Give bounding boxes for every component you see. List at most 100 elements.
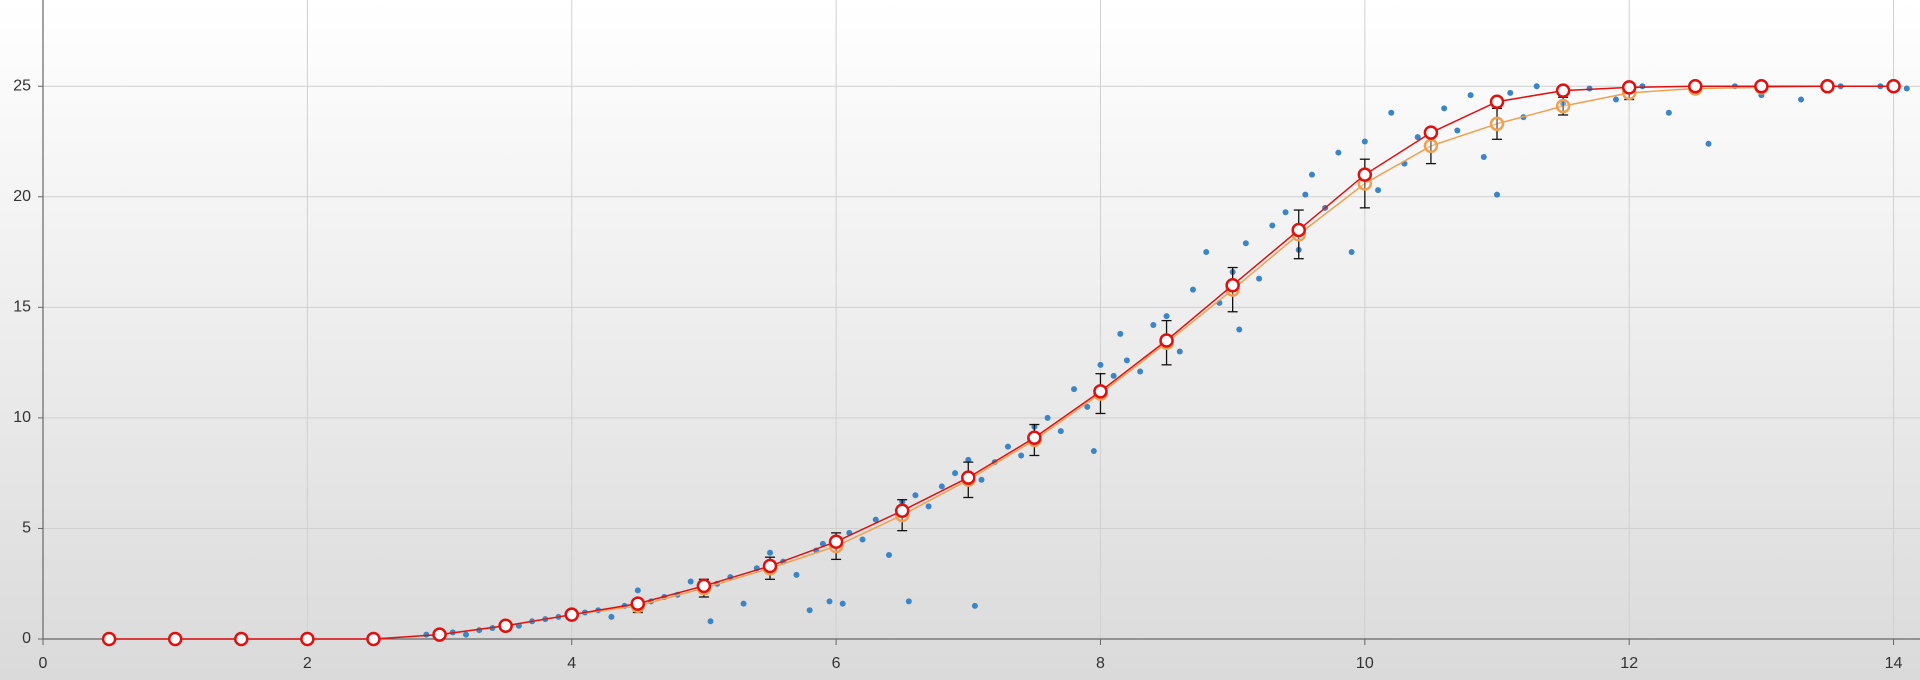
scatter-point <box>1150 322 1157 329</box>
scatter-point <box>978 476 985 483</box>
y-tick-label: 25 <box>13 77 31 94</box>
scatter-point <box>1163 313 1170 320</box>
scatter-point <box>1189 286 1196 293</box>
series-line <box>109 85 1894 640</box>
series-marker <box>1423 138 1439 154</box>
x-tick-label: 6 <box>832 655 841 672</box>
scatter-point <box>1903 85 1910 92</box>
scatter-point <box>1018 452 1025 459</box>
series-marker <box>101 631 117 647</box>
scatter-point <box>1090 448 1097 455</box>
series-marker <box>1820 78 1835 94</box>
scatter-point <box>1375 187 1382 194</box>
scatter-point <box>872 516 879 523</box>
scatter-point <box>1388 109 1395 116</box>
x-tick-label: 4 <box>567 655 576 672</box>
scatter-point <box>1308 171 1315 178</box>
scatter-point <box>885 551 892 558</box>
scatter-point <box>1071 386 1078 393</box>
scatter-point <box>1348 249 1355 256</box>
scatter-point <box>1004 443 1011 450</box>
scatter-point <box>767 549 774 556</box>
scatter-point <box>1057 428 1064 435</box>
scatter-point <box>839 600 846 607</box>
scatter-point <box>1507 89 1514 96</box>
scatter-point <box>952 470 959 477</box>
series-marker <box>300 631 315 647</box>
scatter-point <box>1361 138 1368 145</box>
scatter-point <box>1117 330 1124 337</box>
scatter-point <box>1467 92 1474 99</box>
scatter-point <box>925 503 932 510</box>
series-marker <box>167 631 183 647</box>
x-tick-label: 12 <box>1620 655 1638 672</box>
scatter-point <box>1441 105 1448 112</box>
scatter-point <box>938 483 945 490</box>
series-marker <box>1027 430 1042 446</box>
series-marker <box>1159 333 1174 348</box>
series-marker <box>1093 384 1108 399</box>
series-marker <box>1489 94 1505 109</box>
scatter-point <box>1302 191 1309 198</box>
y-tick-label: 5 <box>22 520 31 537</box>
scatter-point <box>1110 372 1117 379</box>
series-marker <box>762 558 778 574</box>
scatter-point <box>1494 191 1501 198</box>
scatter-point <box>1639 83 1646 90</box>
scatter-point <box>1097 361 1104 368</box>
scatter-point <box>826 598 833 605</box>
series-marker <box>828 534 844 549</box>
scatter-point <box>740 600 747 607</box>
scatter-point <box>806 607 813 614</box>
scatter-point <box>462 631 469 638</box>
scatter-point <box>1480 153 1487 160</box>
series-marker <box>564 607 579 622</box>
series-marker <box>1291 222 1306 238</box>
scatter-point <box>905 598 912 605</box>
series-marker <box>1555 83 1571 98</box>
scatter-point <box>859 536 866 543</box>
scatter-point <box>1044 414 1051 421</box>
scatter-point <box>707 618 714 625</box>
scatter-point <box>965 456 972 463</box>
y-tick-label: 0 <box>22 630 31 647</box>
series-marker <box>1357 167 1373 182</box>
scatter-point <box>1123 357 1130 364</box>
series-marker <box>1886 78 1901 94</box>
series-marker <box>1754 78 1769 94</box>
series-marker <box>1225 277 1240 293</box>
scatter-point <box>1335 149 1342 156</box>
series-marker <box>1688 78 1703 94</box>
scatter-point <box>1282 209 1289 216</box>
scatter-point <box>1798 96 1805 103</box>
scatter-point <box>634 587 641 594</box>
x-tick-label: 14 <box>1885 655 1903 672</box>
scatter-point <box>1705 140 1712 147</box>
series-marker <box>234 631 249 647</box>
scatter-point <box>608 613 615 620</box>
scatter-point <box>1236 326 1243 333</box>
y-tick-label: 10 <box>13 409 31 426</box>
scatter-point <box>1586 85 1593 92</box>
series-marker <box>696 578 712 594</box>
scatter-point <box>1084 403 1091 410</box>
x-tick-label: 10 <box>1356 655 1374 672</box>
series-marker <box>630 596 646 611</box>
series-marker <box>1621 80 1637 95</box>
y-tick-label: 20 <box>13 188 31 205</box>
series-marker <box>1555 98 1571 114</box>
scatter-point <box>1176 348 1183 355</box>
scatter-point <box>1612 96 1619 103</box>
y-tick-label: 15 <box>13 299 31 316</box>
scatter-point <box>1269 222 1276 229</box>
scatter-point <box>1242 240 1249 247</box>
x-tick-label: 8 <box>1096 655 1105 672</box>
scatter-point <box>1203 249 1210 256</box>
scatter-point <box>1256 275 1263 282</box>
x-tick-label: 2 <box>303 655 312 672</box>
scatter-point <box>1414 134 1421 141</box>
scatter-point <box>1533 83 1540 90</box>
series-marker <box>366 631 381 647</box>
